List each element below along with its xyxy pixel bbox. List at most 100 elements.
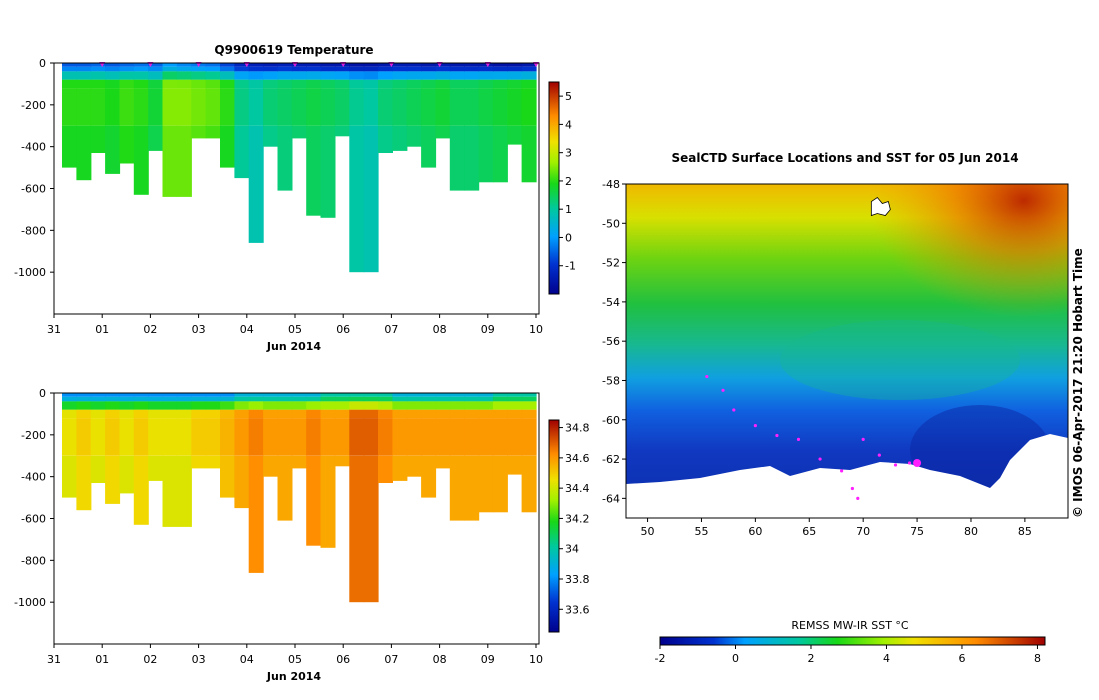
temperature-cell [320, 63, 336, 67]
y-tick-label: -1000 [14, 266, 46, 279]
salinity-cell [392, 418, 408, 456]
salinity-cell [191, 393, 207, 397]
salinity-cell [105, 455, 121, 504]
temperature-cell [191, 71, 207, 80]
temperature-cell [306, 88, 322, 126]
temperature-cell [176, 63, 192, 67]
temperature-cell [521, 88, 537, 126]
salinity-cell [349, 418, 365, 456]
temperature-cell [421, 63, 437, 67]
x-tick-label: 01 [95, 653, 109, 666]
salinity-cell [421, 418, 437, 456]
salinity-cell [205, 393, 221, 397]
temperature-cell [234, 66, 250, 72]
salinity-cell [76, 455, 92, 511]
salinity-cell [191, 409, 207, 419]
salinity-cell [378, 455, 393, 483]
temperature-cell [62, 71, 77, 80]
salinity-cell [492, 409, 508, 419]
salinity-cell [334, 396, 350, 402]
temperature-cell [492, 71, 508, 80]
temperature-cell [277, 66, 293, 72]
salinity-cell [406, 455, 422, 477]
temperature-cell [176, 79, 192, 89]
temperature-cell [148, 125, 164, 151]
temperature-cell [406, 125, 422, 147]
temperature-cell [492, 63, 508, 67]
salinity-cell [90, 455, 106, 483]
x-tick-label: 03 [192, 323, 206, 336]
colorbar-tick-label: 34.4 [565, 482, 590, 495]
y-tick-label: -800 [21, 554, 46, 567]
temperature-colorbar [548, 81, 560, 295]
temperature-cell [105, 88, 121, 126]
temperature-cell [119, 71, 135, 80]
temperature-cell [148, 66, 164, 72]
temperature-cell [277, 71, 293, 80]
temperature-cell [234, 63, 250, 67]
sst-colorbar-tick-label: 8 [1034, 652, 1041, 665]
colorbar-tick-label: 1 [565, 203, 572, 216]
track-point [856, 496, 860, 500]
temperature-cell [90, 63, 106, 67]
colorbar-tick-label: 4 [565, 118, 572, 131]
colorbar-tick-label: 33.6 [565, 603, 590, 616]
salinity-cell [435, 418, 451, 456]
temperature-cell [392, 88, 408, 126]
temperature-cell [421, 88, 437, 126]
salinity-cell [306, 418, 322, 456]
temperature-cell [263, 63, 279, 67]
salinity-cell [90, 396, 106, 402]
salinity-cell [363, 396, 379, 402]
temperature-cell [406, 66, 422, 72]
salinity-cell [148, 401, 164, 410]
temperature-cell [349, 125, 365, 273]
salinity-cell [363, 401, 379, 410]
salinity-cell [76, 393, 92, 397]
salinity-cell [378, 409, 393, 419]
salinity-cell [363, 455, 379, 603]
track-point [753, 424, 757, 428]
salinity-cell [464, 455, 480, 521]
track-point [721, 388, 725, 392]
salinity-cell [248, 409, 264, 419]
salinity-cell [521, 393, 537, 397]
salinity-cell [421, 393, 437, 397]
salinity-cell [392, 401, 408, 410]
lon-tick-label: 75 [910, 525, 924, 538]
salinity-cell [62, 418, 77, 456]
salinity-cell [133, 455, 149, 525]
salinity-cell [421, 409, 437, 419]
temperature-cell [435, 71, 451, 80]
temperature-cell [162, 125, 178, 197]
temperature-cell [133, 79, 149, 89]
salinity-cell [162, 418, 178, 456]
salinity-cell [191, 401, 207, 410]
temperature-cell [421, 79, 437, 89]
salinity-colorbar-ticks: 34.8 34.6 34.4 34.2 34 33.8 33.6 [559, 422, 590, 616]
temperature-cell [291, 125, 307, 139]
temperature-cell [306, 125, 322, 216]
salinity-cell [263, 455, 279, 477]
temperature-cell [521, 79, 537, 89]
temperature-cell [76, 88, 92, 126]
track-point [907, 461, 912, 465]
temperature-cell [449, 125, 465, 191]
temperature-cell [234, 71, 250, 80]
salinity-cell [234, 418, 250, 456]
sst-map: SealCTD Surface Locations and SST for 05… [602, 151, 1085, 665]
salinity-cell [248, 401, 264, 410]
salinity-cell [421, 396, 437, 402]
sst-green-tongue [780, 320, 1020, 400]
temperature-cell [334, 79, 350, 89]
salinity-cell [62, 409, 77, 419]
salinity-cell [105, 393, 121, 397]
salinity-cell [435, 393, 451, 397]
sst-colorbar-title: REMSS MW-IR SST °C [791, 619, 909, 632]
temperature-cell [492, 88, 508, 126]
temperature-cell [105, 66, 121, 72]
sst-colorbar [659, 636, 1046, 646]
y-tick-label: -600 [21, 513, 46, 526]
salinity-cell [464, 418, 480, 456]
salinity-cell [435, 401, 451, 410]
